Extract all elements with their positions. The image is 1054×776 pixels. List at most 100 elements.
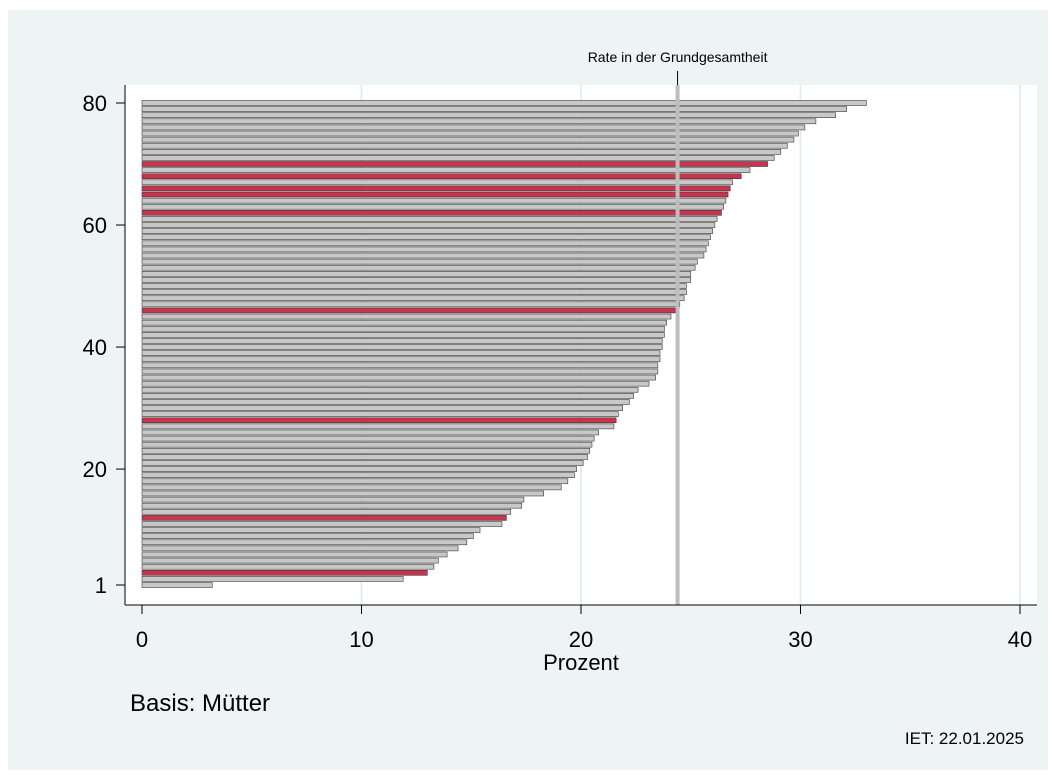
- x-axis-ticks: 0 10 20 30 40: [136, 605, 1032, 652]
- bar: [141, 240, 709, 247]
- bar: [141, 100, 867, 106]
- bar: [141, 405, 624, 411]
- bar: [141, 124, 806, 131]
- bar: [141, 484, 562, 491]
- bar: [141, 435, 595, 442]
- bar: [141, 399, 630, 405]
- bar: [141, 411, 619, 417]
- bar: [141, 118, 817, 125]
- bar: [141, 301, 681, 308]
- bar-highlighted: [141, 515, 507, 521]
- bar: [141, 246, 707, 253]
- bar-highlighted: [141, 569, 428, 576]
- bar-highlighted: [141, 185, 731, 192]
- bar: [141, 460, 584, 466]
- bar-highlighted: [141, 417, 617, 424]
- bar: [141, 112, 836, 118]
- bar: [141, 386, 639, 393]
- bar: [141, 234, 711, 241]
- bar: [141, 283, 687, 289]
- bar: [141, 478, 569, 485]
- bar: [141, 295, 685, 302]
- bar: [141, 582, 213, 588]
- y-tick-label: 80: [83, 91, 107, 116]
- bar: [141, 252, 705, 259]
- bar: [141, 539, 468, 546]
- bar: [141, 344, 663, 350]
- bar: [141, 106, 847, 112]
- bar: [141, 338, 663, 344]
- y-tick-label: 40: [83, 335, 107, 360]
- bar-highlighted: [141, 191, 729, 198]
- bar: [141, 496, 525, 503]
- bar: [141, 203, 724, 210]
- reference-line-label: Rate in der Grundgesamtheit: [588, 49, 768, 65]
- bar: [141, 447, 591, 454]
- bar: [141, 545, 459, 552]
- bars: [141, 100, 867, 588]
- bar: [141, 149, 782, 155]
- bar: [141, 551, 448, 558]
- bar: [141, 527, 481, 533]
- bar: [141, 222, 716, 228]
- bar: [141, 167, 751, 173]
- date-note: IET: 22.01.2025: [905, 729, 1024, 748]
- bar: [141, 325, 665, 332]
- x-tick-label: 10: [349, 627, 373, 652]
- x-tick-label: 40: [1008, 627, 1032, 652]
- bar: [141, 130, 799, 137]
- y-tick-label: 20: [83, 457, 107, 482]
- bar: [141, 271, 692, 277]
- y-tick-label: 1: [95, 573, 107, 598]
- bar-highlighted: [141, 307, 676, 314]
- reference-line-group: Rate in der Grundgesamtheit: [588, 49, 768, 605]
- bar: [141, 533, 474, 539]
- bar: [141, 179, 733, 186]
- bar: [141, 521, 503, 527]
- bar: [141, 197, 727, 204]
- bar: [141, 319, 667, 326]
- bar: [141, 142, 788, 149]
- bar: [141, 277, 692, 283]
- basis-note: Basis: Mütter: [130, 690, 270, 717]
- bar: [141, 466, 577, 472]
- bar: [141, 441, 593, 448]
- bar: [141, 557, 439, 564]
- bar-highlighted: [141, 210, 722, 216]
- bar: [141, 356, 661, 363]
- bar-highlighted: [141, 173, 742, 180]
- bar-highlighted: [141, 161, 768, 167]
- bar: [141, 289, 687, 295]
- x-tick-label: 30: [788, 627, 812, 652]
- bar: [141, 258, 698, 265]
- bar: [141, 228, 714, 234]
- bar: [141, 502, 523, 509]
- bar: [141, 563, 435, 570]
- bar: [141, 350, 661, 356]
- bar: [141, 393, 634, 399]
- bar: [141, 264, 696, 271]
- bar: [141, 576, 404, 582]
- x-tick-label: 0: [136, 627, 148, 652]
- bar: [141, 332, 665, 338]
- bar: [141, 374, 656, 381]
- bar: [141, 454, 588, 460]
- y-axis-ticks: 1 20 40 60 80: [83, 91, 125, 598]
- bar: [141, 490, 544, 497]
- bar: [141, 136, 795, 143]
- bar: [141, 429, 599, 436]
- bar: [141, 472, 575, 478]
- bar: [141, 155, 775, 161]
- x-tick-label: 20: [569, 627, 593, 652]
- x-axis-label: Prozent: [543, 650, 619, 675]
- bar: [141, 423, 615, 430]
- bar: [141, 508, 512, 515]
- bar: [141, 362, 659, 369]
- bar: [141, 313, 672, 320]
- y-tick-label: 60: [83, 213, 107, 238]
- bar: [141, 380, 650, 387]
- bar: [141, 216, 718, 222]
- bar: [141, 368, 659, 375]
